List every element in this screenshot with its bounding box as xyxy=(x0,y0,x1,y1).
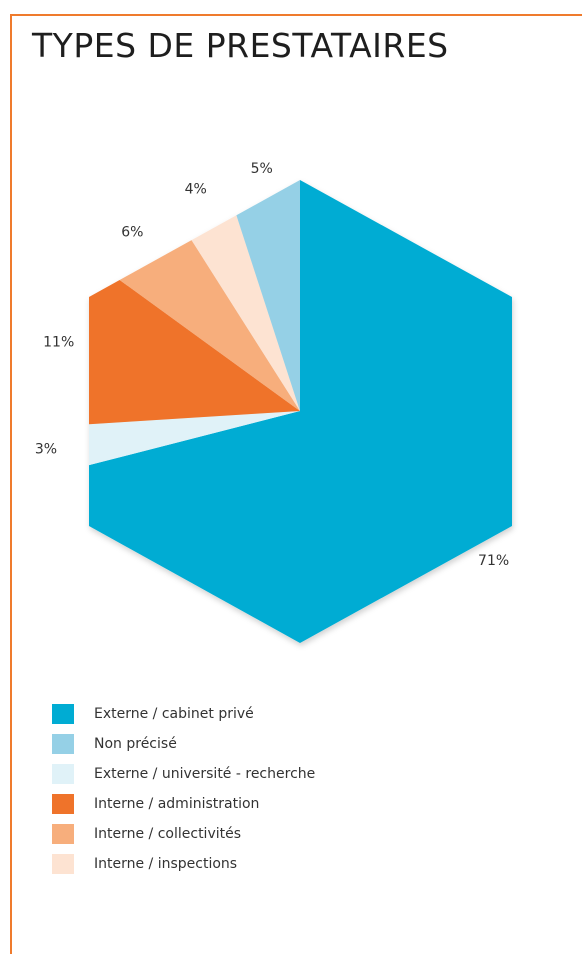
legend-label: Interne / inspections xyxy=(94,856,238,872)
slice-data-label: 6% xyxy=(121,224,143,240)
pie-slice xyxy=(89,180,300,437)
legend-swatch xyxy=(52,854,74,874)
legend-label: Externe / université - recherche xyxy=(94,766,316,782)
pie-slices xyxy=(89,180,512,643)
legend-item: Non précisé xyxy=(52,734,315,754)
legend-item: Interne / administration xyxy=(52,794,315,814)
legend-item: Externe / université - recherche xyxy=(52,764,315,784)
legend-label: Interne / collectivités xyxy=(94,826,242,842)
legend-label: Externe / cabinet privé xyxy=(94,706,254,722)
slice-data-label: 5% xyxy=(251,161,273,177)
legend-swatch xyxy=(52,764,74,784)
legend-item: Interne / inspections xyxy=(52,854,315,874)
legend-swatch xyxy=(52,824,74,844)
pie-slice xyxy=(89,411,300,511)
chart-title: TYPES DE PRESTATAIRES xyxy=(32,26,449,65)
legend-item: Interne / collectivités xyxy=(52,824,315,844)
slice-data-label: 71% xyxy=(478,553,509,569)
legend-swatch xyxy=(52,704,74,724)
legend-item: Externe / cabinet privé xyxy=(52,704,315,724)
legend-label: Non précisé xyxy=(94,736,177,752)
chart-frame xyxy=(10,14,582,954)
legend-swatch xyxy=(52,734,74,754)
slice-data-label: 4% xyxy=(185,181,207,197)
slice-data-label: 3% xyxy=(35,441,57,457)
slice-labels: 71% 3% 11% 6% 4% 5% xyxy=(35,161,509,569)
hexagon-pie-chart: 71% 3% 11% 6% 4% 5% xyxy=(35,161,512,643)
slice-data-label: 11% xyxy=(43,335,74,351)
legend-swatch xyxy=(52,794,74,814)
legend: Externe / cabinet privé Non précisé Extern… xyxy=(52,704,315,884)
legend-label: Interne / administration xyxy=(94,796,260,812)
